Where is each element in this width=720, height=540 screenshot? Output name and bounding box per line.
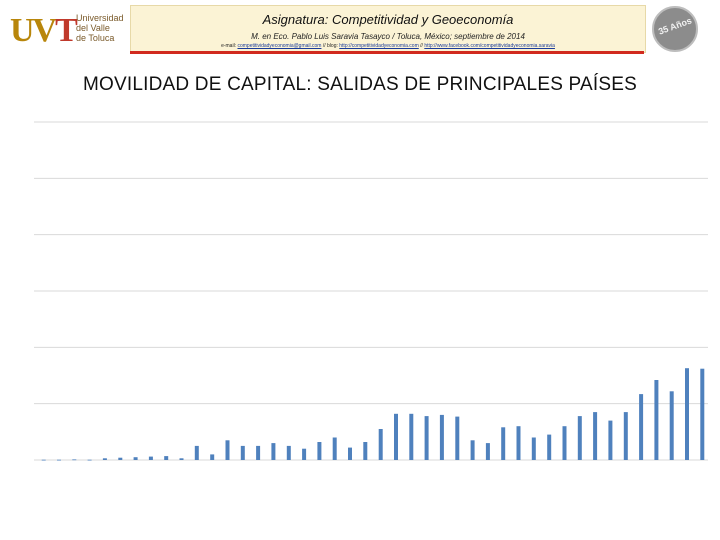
chart-bar [455,416,460,460]
chart-bar [348,447,352,460]
chart-bar [639,394,644,460]
chart-bar [501,427,506,460]
chart-bar [240,445,245,460]
chart-bar [179,458,184,460]
chart-bar [439,414,444,460]
contact-links: e-mail: competitividadyeconomia@gmail.co… [131,43,645,49]
chart-bar [685,368,689,460]
chart-bar [593,412,598,460]
course-title: Asignatura: Competitividad y Geoeconomía [262,12,514,27]
logo-text-line: Universidad [76,13,124,23]
header-rule [130,51,644,54]
logo-mark: UVT [10,12,78,49]
logo-text-line: del Valle [76,23,110,33]
chart-bar [531,437,536,460]
chart-bar [210,454,215,460]
logo-text: Universidad del Valle de Toluca [76,13,124,43]
logo-text-line: de Toluca [76,33,115,43]
email-link[interactable]: competitividadyeconomia@gmail.com [237,43,322,49]
chart-bar [87,459,92,461]
chart-bar [547,434,552,460]
chart-bar [669,391,674,460]
chart-bar [363,442,368,460]
chart-bar [470,440,475,460]
chart-bar [577,416,582,460]
chart-bar [516,426,521,460]
chart-bar [164,456,169,460]
chart-bar [317,442,322,460]
chart-bar [485,443,490,460]
blog-link[interactable]: http://competitividadyeconomia.com [339,43,419,49]
facebook-link[interactable]: http://www.facebook.com/competitividadye… [424,43,555,49]
links-separator: // blog: [322,43,338,49]
chart-bar [302,448,307,460]
chart-bar [409,413,414,460]
chart-bar [57,459,61,461]
chart-bar [225,440,230,460]
chart-bar [562,426,567,460]
course-subtitle: M. en Eco. Pablo Luis Saravia Tasayco / … [251,32,525,41]
chart-bar [654,380,659,460]
chart-bar [102,458,107,460]
anniversary-seal: 35 Años [652,6,698,52]
slide-title: MOVILIDAD DE CAPITAL: SALIDAS DE PRINCIP… [83,74,637,95]
chart-bar [332,437,337,460]
chart-bar [194,445,199,460]
chart-bar [623,412,628,460]
university-logo: UVT Universidad del Valle de Toluca [6,6,124,56]
chart-bar [271,443,276,460]
chart-bar [118,457,123,460]
chart-bar [72,459,77,461]
chart-bar [133,457,138,460]
email-prefix: e-mail: [221,43,237,49]
chart-bar [394,413,398,460]
chart-bar [700,368,705,460]
chart-bar [286,445,291,460]
chart-bar [256,445,261,460]
chart-bar [41,459,46,461]
chart-bar [148,456,153,460]
chart-bar [378,429,383,460]
chart-bar [424,416,429,460]
chart-bar [608,420,613,460]
links-separator: // [420,43,423,49]
